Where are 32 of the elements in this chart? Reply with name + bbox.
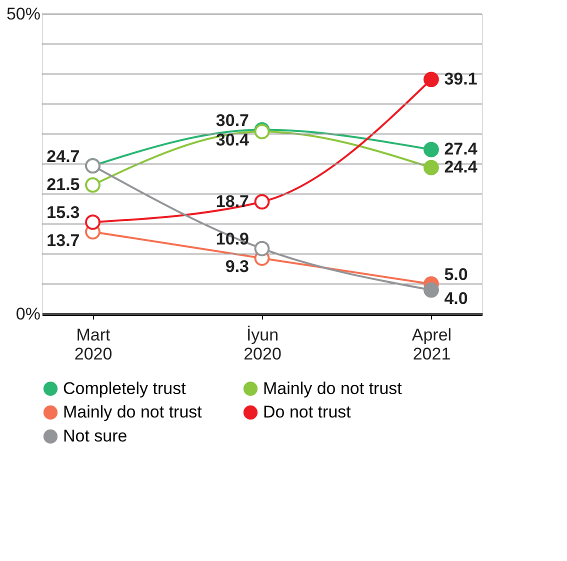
- legend-label: Mainly do not trust: [63, 402, 202, 422]
- data-label: 39.1: [444, 69, 478, 88]
- data-label: 24.4: [444, 158, 478, 177]
- legend-label: Completely trust: [63, 378, 186, 398]
- data-label: 13.7: [46, 230, 80, 250]
- data-label: 10.9: [216, 230, 249, 249]
- data-label: 30.7: [216, 110, 249, 130]
- x-tick-label: Aprel 2021: [412, 326, 452, 364]
- x-tick-label: Mart 2020: [74, 326, 112, 364]
- data-label: 9.3: [225, 257, 249, 276]
- x-tick-label: İyun 2020: [244, 326, 282, 364]
- legend-label: Mainly do not trust: [263, 378, 402, 398]
- data-label: 15.3: [46, 203, 80, 222]
- data-label: 4.0: [444, 289, 468, 308]
- point: [424, 72, 439, 88]
- data-label: 30.4: [216, 130, 250, 150]
- data-label: 18.7: [216, 192, 249, 211]
- data-label: 27.4: [444, 140, 478, 159]
- point: [254, 194, 270, 210]
- y-tick-label: 0%: [16, 304, 40, 324]
- point: [85, 177, 100, 193]
- point: [85, 214, 100, 230]
- legend-label: Not sure: [63, 426, 128, 446]
- y-tick-label: 50%: [6, 4, 40, 24]
- point: [424, 160, 439, 176]
- point: [424, 282, 439, 298]
- point: [254, 240, 270, 256]
- data-label: 5.0: [444, 265, 468, 284]
- data-label: 24.7: [46, 146, 80, 166]
- point: [424, 142, 439, 158]
- data-label: 21.5: [46, 175, 80, 194]
- legend-label: Do not trust: [263, 402, 352, 422]
